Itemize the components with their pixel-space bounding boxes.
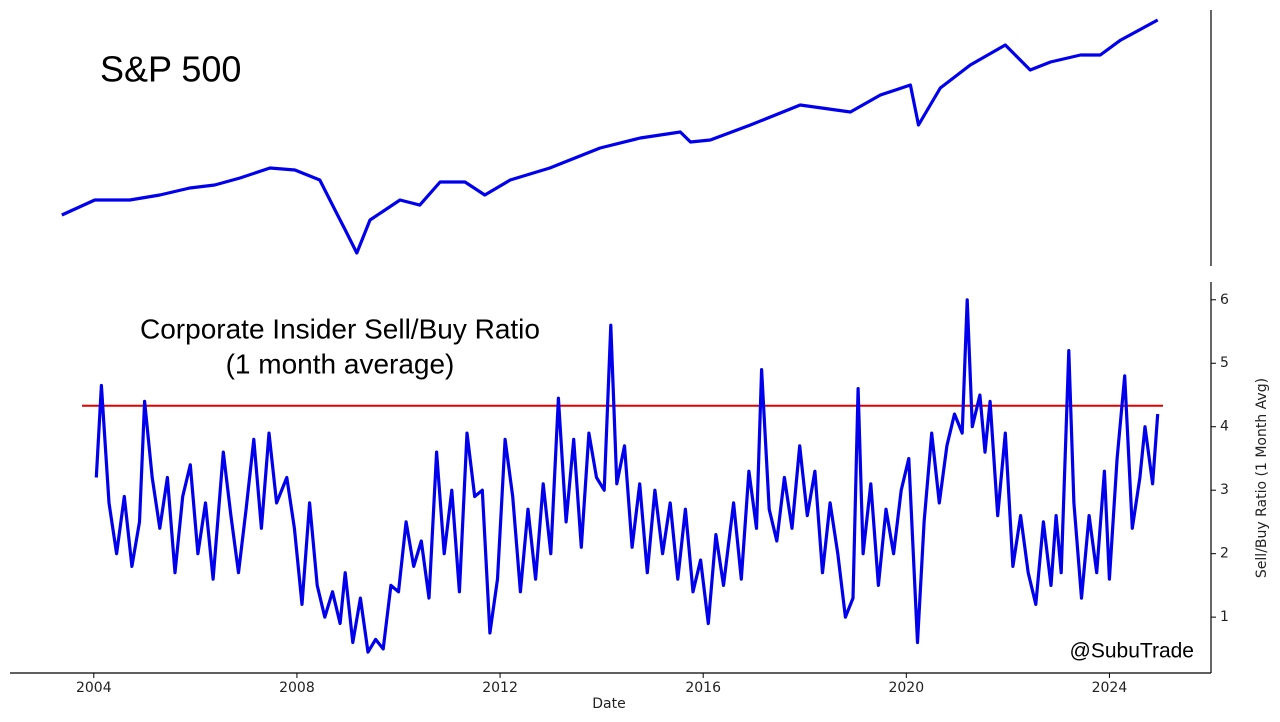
x-tick-label: 2012 (482, 680, 518, 696)
x-tick-label: 2024 (1092, 680, 1128, 696)
annotation: @SubuTrade (1070, 640, 1194, 663)
x-tick-label: 2020 (888, 680, 924, 696)
y-axis-label: Sell/Buy Ratio (1 Month Avg) (1254, 378, 1270, 578)
chart-title: Corporate Insider Sell/Buy Ratio (140, 313, 540, 344)
chart-subtitle: (1 month average) (226, 348, 455, 379)
chart-title: S&P 500 (100, 49, 241, 90)
y-tick-label: 1 (1220, 609, 1229, 625)
y-tick-label: 6 (1220, 292, 1229, 308)
x-axis-label: Date (592, 696, 625, 712)
x-tick-label: 2008 (279, 680, 315, 696)
data-line (61, 18, 1159, 255)
x-tick-label: 2004 (76, 680, 112, 696)
y-tick-label: 4 (1220, 419, 1229, 435)
data-line (94, 298, 1160, 654)
y-tick-label: 5 (1220, 355, 1229, 371)
y-tick-label: 2 (1220, 546, 1229, 562)
y-tick-label: 3 (1220, 482, 1229, 498)
x-tick-label: 2016 (685, 680, 721, 696)
